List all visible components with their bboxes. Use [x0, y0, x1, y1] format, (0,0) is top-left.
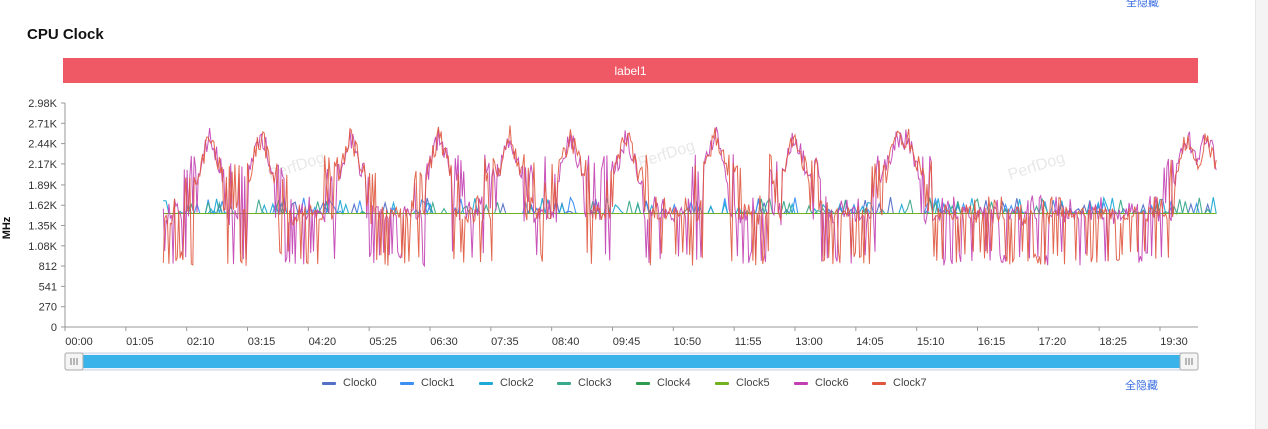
legend-label: Clock3: [578, 377, 612, 389]
legend-swatch: [872, 381, 886, 385]
hide-all-button[interactable]: 全隐藏: [1125, 380, 1158, 392]
legend-label: Clock7: [893, 377, 927, 389]
legend-item-clock4[interactable]: Clock4: [636, 377, 691, 389]
legend-swatch: [557, 381, 571, 385]
legend-swatch: [322, 381, 336, 385]
y-tick-label: 2.44K: [28, 139, 57, 151]
y-tick-label: 541: [39, 281, 57, 293]
x-tick-label: 15:10: [917, 336, 945, 348]
legend-label: Clock0: [343, 377, 377, 389]
legend-label: Clock5: [736, 377, 770, 389]
y-tick-label: 2.71K: [28, 118, 57, 130]
x-tick-label: 07:35: [491, 336, 519, 348]
legend-swatch: [794, 381, 808, 385]
legend-item-clock1[interactable]: Clock1: [400, 377, 455, 389]
y-tick-label: 1.89K: [28, 180, 57, 192]
x-tick-label: 02:10: [187, 336, 215, 348]
x-tick-label: 14:05: [856, 336, 884, 348]
x-tick-label: 09:45: [613, 336, 641, 348]
y-tick-label: 270: [39, 302, 57, 314]
y-tick-label: 1.62K: [28, 200, 57, 212]
chart-title: CPU Clock: [27, 26, 104, 43]
legend-swatch: [479, 381, 493, 385]
x-tick-label: 13:00: [795, 336, 823, 348]
x-tick-label: 17:20: [1039, 336, 1067, 348]
hide-all-link-top[interactable]: 全隐藏: [1126, 0, 1159, 9]
y-tick-label: 1.35K: [28, 221, 57, 233]
legend-label: Clock4: [657, 377, 691, 389]
series-line-clock6: [162, 126, 1217, 268]
label-band[interactable]: label1: [63, 58, 1198, 83]
legend-label: Clock2: [500, 377, 534, 389]
legend-item-clock3[interactable]: Clock3: [557, 377, 612, 389]
legend-item-clock7[interactable]: Clock7: [872, 377, 927, 389]
y-tick-label: 812: [39, 261, 57, 273]
legend-swatch: [715, 381, 729, 385]
legend-item-clock5[interactable]: Clock5: [715, 377, 770, 389]
x-tick-label: 19:30: [1160, 336, 1188, 348]
right-scroll-panel[interactable]: [1255, 0, 1268, 429]
legend-item-clock0[interactable]: Clock0: [322, 377, 377, 389]
x-tick-label: 10:50: [674, 336, 702, 348]
x-tick-label: 04:20: [309, 336, 337, 348]
legend-swatch: [636, 381, 650, 385]
x-tick-label: 06:30: [430, 336, 458, 348]
watermark: PerfDog: [636, 137, 697, 171]
y-tick-label: 0: [51, 322, 57, 334]
y-tick-label: 2.17K: [28, 159, 57, 171]
zoom-slider-range[interactable]: [75, 355, 1188, 368]
x-tick-label: 00:00: [65, 336, 93, 348]
legend-item-clock6[interactable]: Clock6: [794, 377, 849, 389]
chart-legend: Clock0 Clock1 Clock2 Clock3 Clock4 Clock5 Cloc…: [0, 377, 1268, 393]
legend-label: Clock6: [815, 377, 849, 389]
y-tick-label: 2.98K: [28, 98, 57, 110]
x-tick-label: 05:25: [369, 336, 397, 348]
watermark: PerfDog: [1006, 149, 1067, 183]
x-tick-label: 03:15: [248, 336, 276, 348]
y-tick-label: 1.08K: [28, 241, 57, 253]
x-tick-label: 01:05: [126, 336, 154, 348]
x-tick-label: 18:25: [1099, 336, 1127, 348]
legend-swatch: [400, 381, 414, 385]
x-tick-label: 11:55: [735, 336, 762, 348]
x-tick-label: 08:40: [552, 336, 580, 348]
x-tick-label: 16:15: [978, 336, 1006, 348]
series-group: [162, 125, 1217, 268]
legend-label: Clock1: [421, 377, 455, 389]
legend-item-clock2[interactable]: Clock2: [479, 377, 534, 389]
series-line-clock7: [162, 125, 1217, 266]
y-axis-label: MHz: [1, 216, 13, 239]
